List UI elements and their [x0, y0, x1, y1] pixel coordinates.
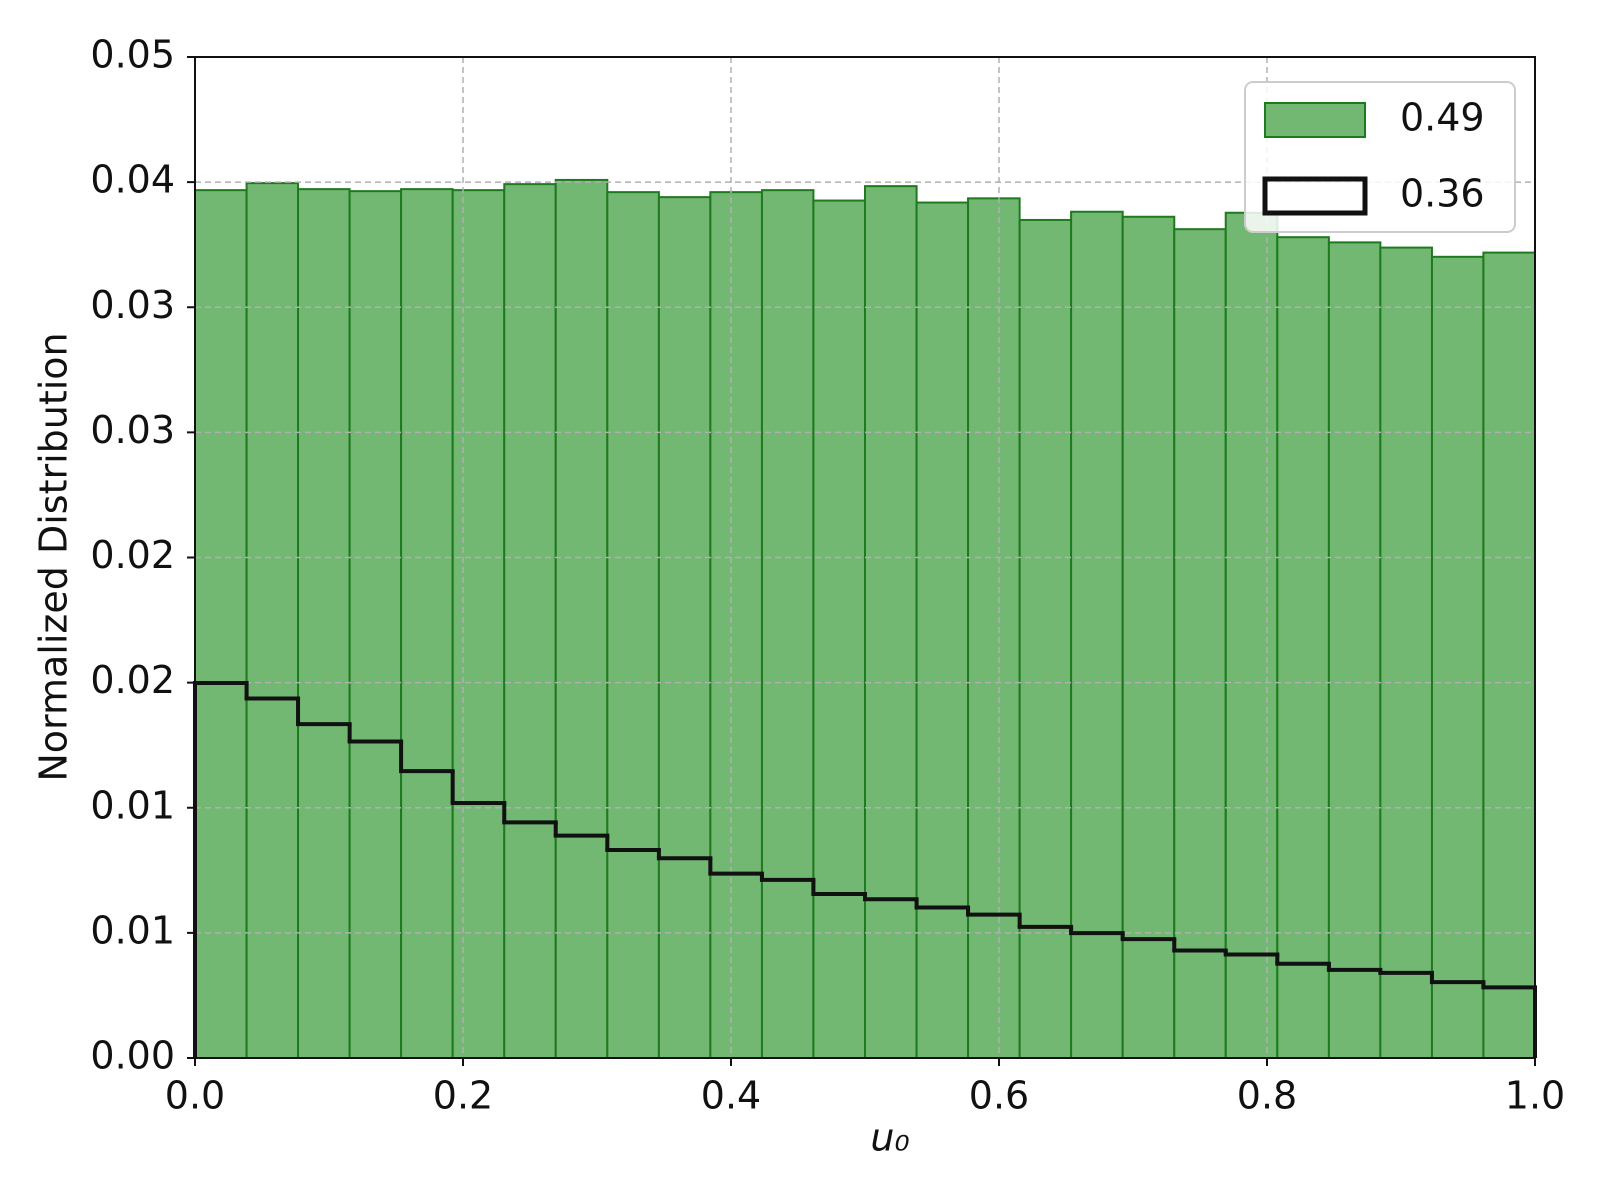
y-tick-label: 0.05	[90, 33, 175, 77]
histogram-bar	[400, 188, 454, 1059]
y-tick-label: 0.02	[90, 533, 175, 577]
legend-label: 0.49	[1400, 96, 1485, 140]
x-tick-label: 0.0	[165, 1074, 225, 1118]
x-tick-label: 1.0	[1505, 1074, 1565, 1118]
histogram-bar	[297, 188, 351, 1059]
x-tick-label: 0.4	[701, 1074, 761, 1118]
y-axis-label: Normalized Distribution	[32, 332, 76, 781]
histogram-bar	[709, 191, 763, 1059]
y-tick-label: 0.01	[90, 783, 175, 827]
histogram-bar	[503, 183, 557, 1059]
histogram-bar	[245, 182, 300, 1060]
histogram-bar	[194, 189, 248, 1059]
histogram-bar	[451, 189, 506, 1059]
histogram-bar	[1070, 210, 1124, 1060]
histogram-bar	[812, 199, 866, 1059]
histogram-bar	[1224, 211, 1279, 1059]
legend-swatch	[1264, 102, 1366, 138]
legend-label: 0.36	[1400, 172, 1485, 216]
histogram-bar	[1173, 228, 1227, 1059]
x-tick-label: 0.2	[433, 1074, 493, 1118]
histogram-bar	[1018, 218, 1073, 1059]
y-tick-label: 0.04	[90, 158, 175, 202]
histogram-bar	[1276, 236, 1330, 1059]
x-tick-label: 0.8	[1237, 1074, 1297, 1118]
y-tick-label: 0.02	[90, 658, 175, 702]
histogram-bar	[967, 197, 1021, 1060]
legend: 0.49 0.36	[1244, 81, 1516, 233]
histogram-bar	[1121, 215, 1176, 1060]
y-tick-label: 0.00	[90, 1034, 175, 1078]
histogram-bar	[1327, 241, 1382, 1059]
legend-swatch	[1262, 176, 1368, 216]
histogram-bar	[1482, 251, 1537, 1059]
y-tick-label: 0.03	[90, 408, 175, 452]
histogram-bar	[1430, 255, 1485, 1059]
histogram-bar	[864, 185, 918, 1059]
x-axis-label: u₀	[870, 1116, 909, 1160]
histogram-bar	[348, 190, 403, 1060]
y-tick-label: 0.01	[90, 908, 175, 952]
histogram-bar	[1379, 246, 1433, 1059]
histogram-bar	[657, 196, 712, 1059]
x-tick-label: 0.6	[969, 1074, 1029, 1118]
histogram-bar	[606, 191, 660, 1059]
y-tick-label: 0.03	[90, 283, 175, 327]
histogram-bar	[554, 178, 609, 1060]
histogram-bar	[760, 189, 815, 1059]
histogram-bar	[915, 201, 970, 1059]
